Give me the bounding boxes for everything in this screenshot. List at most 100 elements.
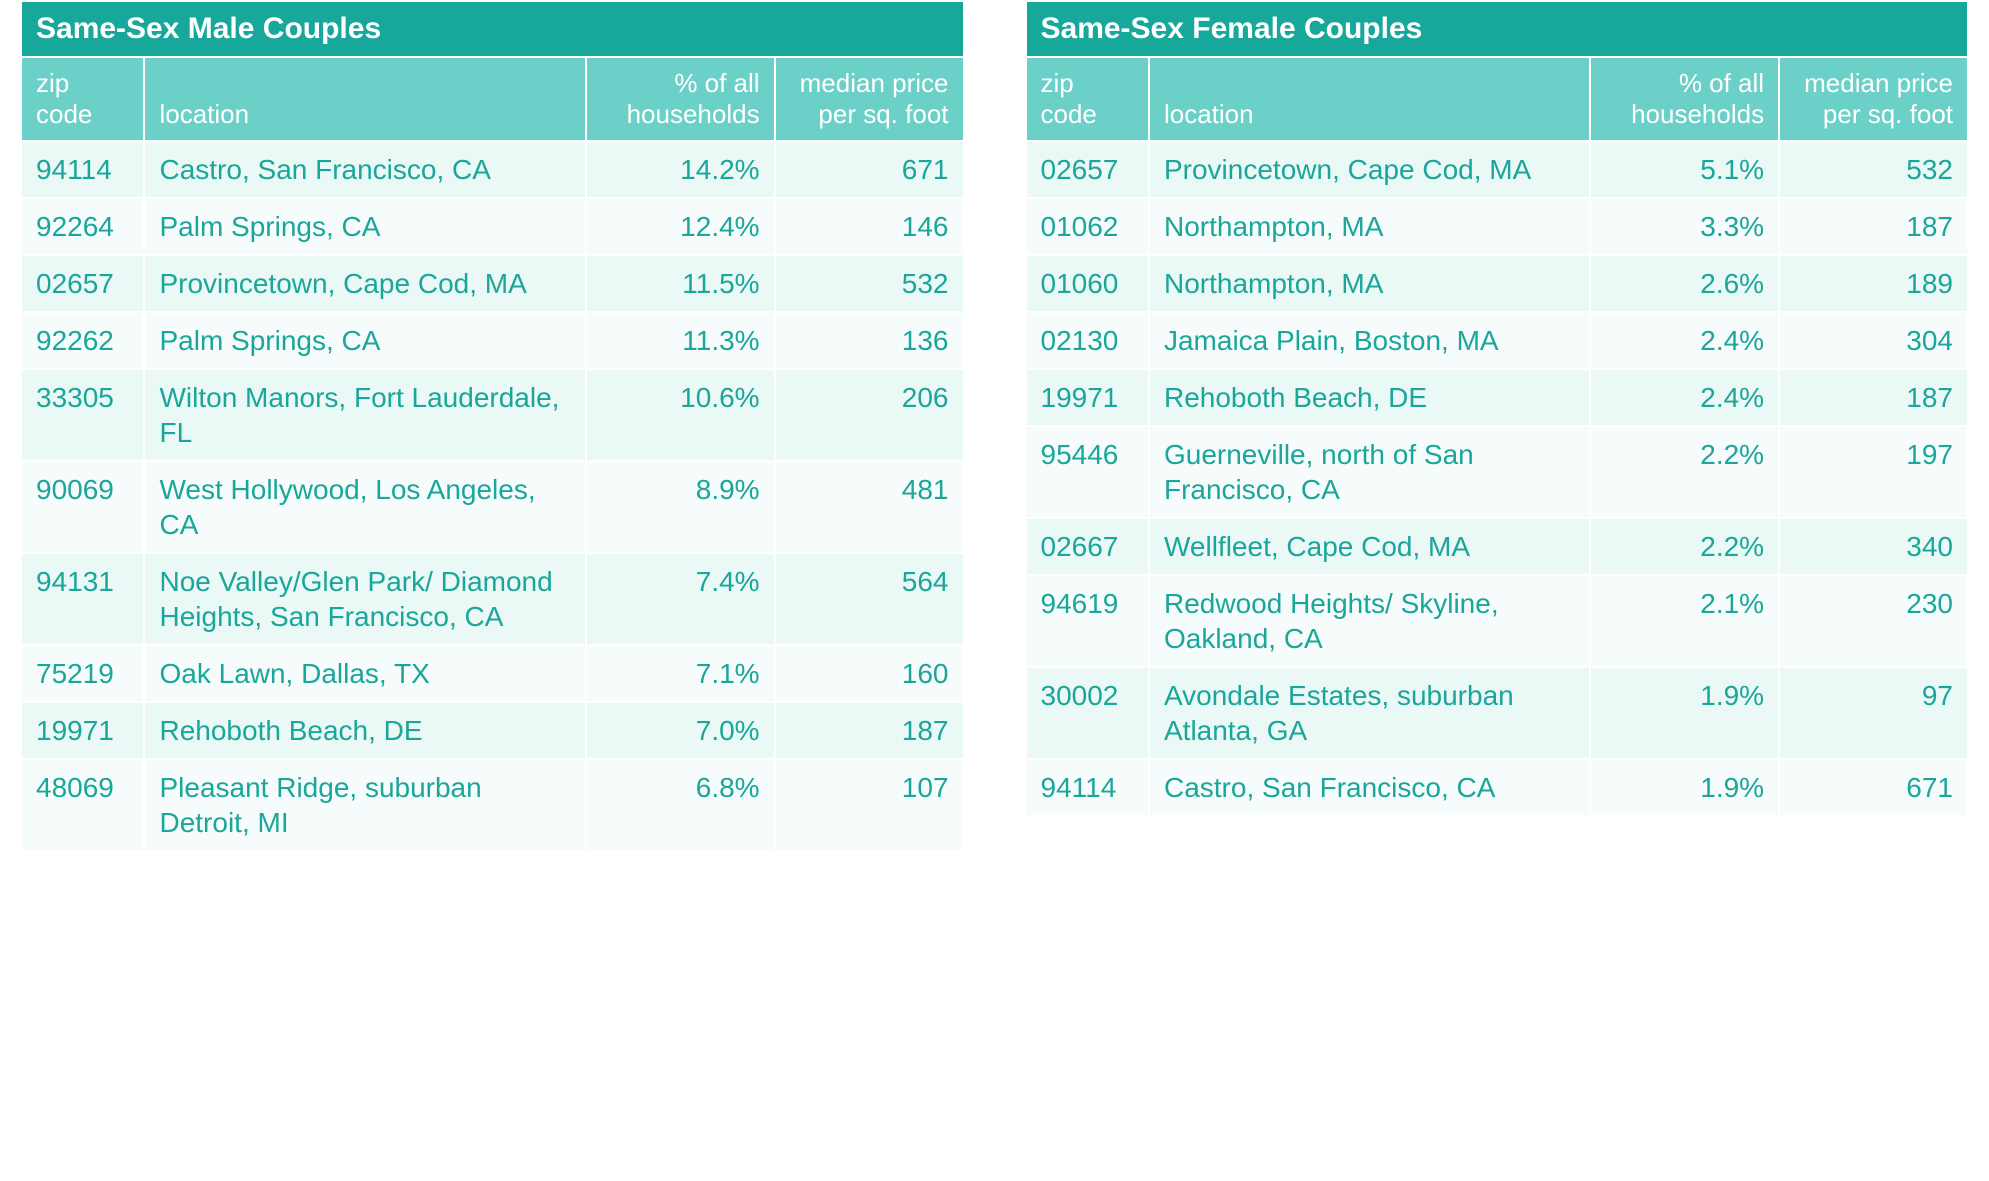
cell-price: 340 bbox=[1780, 519, 1967, 574]
table-row: 94619Redwood Heights/ Skyline, Oakland, … bbox=[1027, 576, 1968, 666]
cell-pct: 2.4% bbox=[1591, 370, 1778, 425]
right-table: Same-Sex Female Couples zip code locatio… bbox=[1025, 0, 1970, 817]
hdr-location: location bbox=[145, 58, 584, 140]
table-row: 48069Pleasant Ridge, suburban Detroit, M… bbox=[22, 760, 963, 850]
table-row: 01062Northampton, MA3.3%187 bbox=[1027, 199, 1968, 254]
cell-zip: 02667 bbox=[1027, 519, 1148, 574]
cell-price: 189 bbox=[1780, 256, 1967, 311]
table-row: 92262Palm Springs, CA11.3%136 bbox=[22, 313, 963, 368]
cell-price: 187 bbox=[1780, 370, 1967, 425]
cell-location: Rehoboth Beach, DE bbox=[1150, 370, 1589, 425]
cell-price: 564 bbox=[776, 554, 963, 644]
cell-location: Palm Springs, CA bbox=[145, 313, 584, 368]
cell-pct: 7.1% bbox=[587, 646, 774, 701]
cell-pct: 7.0% bbox=[587, 703, 774, 758]
cell-pct: 11.3% bbox=[587, 313, 774, 368]
cell-zip: 94114 bbox=[1027, 760, 1148, 815]
cell-zip: 95446 bbox=[1027, 427, 1148, 517]
cell-pct: 14.2% bbox=[587, 142, 774, 197]
cell-location: Castro, San Francisco, CA bbox=[1150, 760, 1589, 815]
cell-price: 107 bbox=[776, 760, 963, 850]
cell-location: Wilton Manors, Fort Lauderdale, FL bbox=[145, 370, 584, 460]
table-row: 75219Oak Lawn, Dallas, TX7.1%160 bbox=[22, 646, 963, 701]
table-row: 92264Palm Springs, CA12.4%146 bbox=[22, 199, 963, 254]
cell-pct: 1.9% bbox=[1591, 668, 1778, 758]
page-root: Same-Sex Male Couples zip code location … bbox=[0, 0, 1989, 852]
cell-price: 532 bbox=[776, 256, 963, 311]
right-tbody: 02657Provincetown, Cape Cod, MA5.1%53201… bbox=[1027, 142, 1968, 815]
right-panel: Same-Sex Female Couples zip code locatio… bbox=[1025, 0, 1970, 852]
cell-zip: 19971 bbox=[22, 703, 143, 758]
cell-pct: 5.1% bbox=[1591, 142, 1778, 197]
cell-location: Jamaica Plain, Boston, MA bbox=[1150, 313, 1589, 368]
cell-pct: 10.6% bbox=[587, 370, 774, 460]
cell-price: 97 bbox=[1780, 668, 1967, 758]
table-row: 95446Guerneville, north of San Francisco… bbox=[1027, 427, 1968, 517]
cell-zip: 92264 bbox=[22, 199, 143, 254]
cell-location: Noe Valley/Glen Park/ Diamond Heights, S… bbox=[145, 554, 584, 644]
cell-zip: 94114 bbox=[22, 142, 143, 197]
cell-pct: 2.6% bbox=[1591, 256, 1778, 311]
hdr-zip: zip code bbox=[22, 58, 143, 140]
cell-price: 206 bbox=[776, 370, 963, 460]
cell-pct: 2.2% bbox=[1591, 427, 1778, 517]
cell-location: Wellfleet, Cape Cod, MA bbox=[1150, 519, 1589, 574]
hdr-zip: zip code bbox=[1027, 58, 1148, 140]
cell-price: 160 bbox=[776, 646, 963, 701]
cell-pct: 6.8% bbox=[587, 760, 774, 850]
left-table-title: Same-Sex Male Couples bbox=[22, 2, 963, 56]
cell-zip: 94131 bbox=[22, 554, 143, 644]
cell-location: Northampton, MA bbox=[1150, 199, 1589, 254]
table-row: 33305Wilton Manors, Fort Lauderdale, FL1… bbox=[22, 370, 963, 460]
cell-zip: 48069 bbox=[22, 760, 143, 850]
cell-pct: 2.4% bbox=[1591, 313, 1778, 368]
hdr-location: location bbox=[1150, 58, 1589, 140]
table-row: 02657Provincetown, Cape Cod, MA5.1%532 bbox=[1027, 142, 1968, 197]
table-row: 02667Wellfleet, Cape Cod, MA2.2%340 bbox=[1027, 519, 1968, 574]
cell-pct: 2.2% bbox=[1591, 519, 1778, 574]
table-row: 19971Rehoboth Beach, DE7.0%187 bbox=[22, 703, 963, 758]
table-row: 94114Castro, San Francisco, CA1.9%671 bbox=[1027, 760, 1968, 815]
cell-price: 230 bbox=[1780, 576, 1967, 666]
cell-pct: 7.4% bbox=[587, 554, 774, 644]
cell-pct: 8.9% bbox=[587, 462, 774, 552]
cell-price: 146 bbox=[776, 199, 963, 254]
table-row: 94131Noe Valley/Glen Park/ Diamond Heigh… bbox=[22, 554, 963, 644]
hdr-pct: % of all households bbox=[1591, 58, 1778, 140]
cell-zip: 75219 bbox=[22, 646, 143, 701]
cell-zip: 01062 bbox=[1027, 199, 1148, 254]
left-header-row: zip code location % of all households me… bbox=[22, 58, 963, 140]
right-header-row: zip code location % of all households me… bbox=[1027, 58, 1968, 140]
table-row: 94114Castro, San Francisco, CA14.2%671 bbox=[22, 142, 963, 197]
table-row: 19971Rehoboth Beach, DE2.4%187 bbox=[1027, 370, 1968, 425]
cell-zip: 19971 bbox=[1027, 370, 1148, 425]
left-tbody: 94114Castro, San Francisco, CA14.2%67192… bbox=[22, 142, 963, 850]
cell-location: Castro, San Francisco, CA bbox=[145, 142, 584, 197]
hdr-price: median price per sq. foot bbox=[776, 58, 963, 140]
right-title-row: Same-Sex Female Couples bbox=[1027, 2, 1968, 56]
left-table: Same-Sex Male Couples zip code location … bbox=[20, 0, 965, 852]
cell-location: Provincetown, Cape Cod, MA bbox=[1150, 142, 1589, 197]
table-row: 30002Avondale Estates, suburban Atlanta,… bbox=[1027, 668, 1968, 758]
cell-location: Oak Lawn, Dallas, TX bbox=[145, 646, 584, 701]
cell-price: 671 bbox=[1780, 760, 1967, 815]
cell-zip: 02657 bbox=[22, 256, 143, 311]
cell-zip: 30002 bbox=[1027, 668, 1148, 758]
table-row: 02657Provincetown, Cape Cod, MA11.5%532 bbox=[22, 256, 963, 311]
cell-location: Redwood Heights/ Skyline, Oakland, CA bbox=[1150, 576, 1589, 666]
right-table-title: Same-Sex Female Couples bbox=[1027, 2, 1968, 56]
cell-location: Northampton, MA bbox=[1150, 256, 1589, 311]
cell-pct: 11.5% bbox=[587, 256, 774, 311]
table-row: 90069West Hollywood, Los Angeles, CA8.9%… bbox=[22, 462, 963, 552]
cell-location: Guerneville, north of San Francisco, CA bbox=[1150, 427, 1589, 517]
cell-price: 187 bbox=[776, 703, 963, 758]
cell-pct: 3.3% bbox=[1591, 199, 1778, 254]
cell-price: 136 bbox=[776, 313, 963, 368]
cell-price: 187 bbox=[1780, 199, 1967, 254]
left-title-row: Same-Sex Male Couples bbox=[22, 2, 963, 56]
cell-location: Pleasant Ridge, suburban Detroit, MI bbox=[145, 760, 584, 850]
left-panel: Same-Sex Male Couples zip code location … bbox=[20, 0, 965, 852]
cell-pct: 2.1% bbox=[1591, 576, 1778, 666]
cell-location: Palm Springs, CA bbox=[145, 199, 584, 254]
cell-zip: 01060 bbox=[1027, 256, 1148, 311]
